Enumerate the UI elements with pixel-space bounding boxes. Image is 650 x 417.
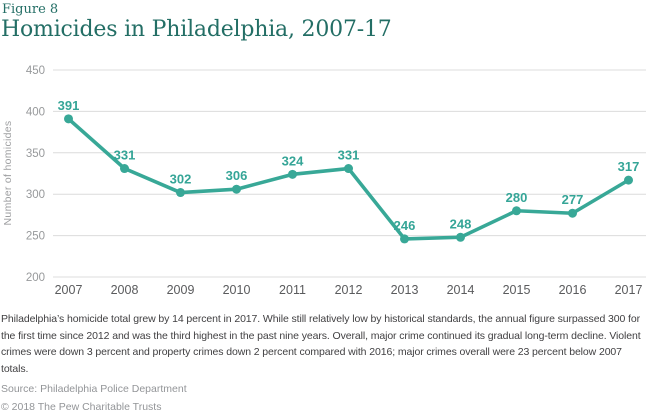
y-tick-label: 400 (26, 106, 45, 118)
homicides-line-chart: 450 400 350 300 250 200 Number of homicides 391… (0, 58, 650, 308)
x-tick-label-2008: 2008 (111, 283, 139, 297)
series-line (66, 117, 631, 241)
y-axis-title: Number of homicides (2, 121, 14, 226)
data-point-2014 (456, 232, 465, 242)
data-label-2011: 324 (282, 153, 304, 168)
figure-caption: Philadelphia’s homicide total grew by 14… (1, 313, 641, 375)
x-tick-label-2012: 2012 (335, 283, 363, 297)
x-tick-label-2017: 2017 (615, 283, 643, 297)
y-tick-label: 200 (26, 272, 45, 284)
data-label-2013: 246 (394, 218, 416, 233)
x-tick-label-2016: 2016 (559, 283, 587, 297)
x-tick-label-2015: 2015 (503, 283, 531, 297)
data-point-2015 (512, 206, 521, 216)
y-tick-label: 300 (26, 189, 45, 201)
y-tick-label: 250 (26, 231, 45, 243)
line-chart-svg: 450 400 350 300 250 200 Number of homicides 391… (2, 65, 646, 297)
data-point-2008 (120, 164, 129, 174)
x-tick-label-2010: 2010 (223, 283, 251, 297)
x-tick-label-2007: 2007 (55, 283, 83, 297)
data-point-2007 (64, 114, 73, 124)
data-label-2010: 306 (226, 168, 248, 183)
data-label-2012: 331 (338, 148, 360, 163)
data-point-2016 (568, 208, 577, 218)
data-point-2013 (400, 234, 409, 244)
data-label-2017: 317 (618, 159, 640, 174)
data-label-2009: 302 (170, 172, 192, 187)
data-point-2017 (624, 175, 633, 185)
x-tick-label-2009: 2009 (167, 283, 195, 297)
data-point-2011 (288, 169, 297, 179)
figure-number: Figure 8 (2, 2, 59, 17)
copyright-note: © 2018 The Pew Charitable Trusts (1, 401, 162, 413)
data-label-2014: 248 (450, 216, 472, 231)
y-tick-label: 450 (26, 65, 45, 77)
data-label-2007: 391 (58, 98, 80, 113)
y-tick-label: 350 (26, 148, 45, 160)
x-tick-label-2011: 2011 (279, 283, 306, 297)
data-label-2016: 277 (562, 192, 584, 207)
x-tick-label-2013: 2013 (391, 283, 419, 297)
data-label-2015: 280 (506, 190, 528, 205)
data-point-2009 (176, 188, 185, 198)
data-point-2012 (344, 164, 353, 174)
source-note: Source: Philadelphia Police Department (1, 383, 187, 395)
page-title: Homicides in Philadelphia, 2007-17 (1, 17, 392, 42)
data-label-2008: 331 (114, 148, 136, 163)
data-point-2010 (232, 184, 241, 194)
x-tick-label-2014: 2014 (447, 283, 475, 297)
